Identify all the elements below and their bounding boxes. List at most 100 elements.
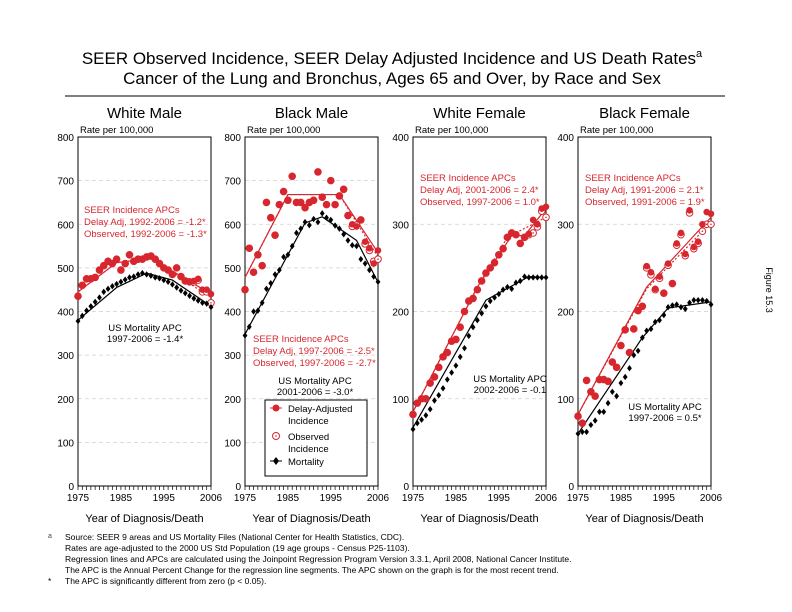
delay-adjusted-point bbox=[591, 392, 599, 400]
seer-apc-annotation: SEER Incidence APCs bbox=[585, 173, 681, 184]
delay-adjusted-point bbox=[263, 199, 270, 206]
delay-adjusted-point bbox=[413, 399, 421, 407]
mortality-point bbox=[204, 300, 210, 307]
y-tick-label: 0 bbox=[235, 482, 241, 493]
delay-adjusted-point bbox=[357, 216, 365, 224]
mortality-point bbox=[530, 274, 536, 281]
mortality-point bbox=[597, 408, 602, 416]
delay-adjusted-point bbox=[461, 308, 468, 315]
delay-adjusted-point bbox=[604, 378, 612, 385]
delay-adjusted-point bbox=[583, 377, 590, 384]
mortality-point bbox=[661, 311, 667, 319]
delay-adjusted-point bbox=[587, 388, 595, 396]
x-tick-label: 2006 bbox=[200, 493, 223, 504]
delay-adjusted-point bbox=[314, 168, 322, 176]
mortality-apc-annotation: US Mortality APC bbox=[108, 323, 182, 334]
mortality-point bbox=[639, 334, 645, 341]
delay-adjusted-point bbox=[340, 186, 347, 193]
mortality-point bbox=[169, 281, 175, 288]
mortality-point bbox=[144, 271, 150, 278]
mortality-point bbox=[414, 419, 420, 427]
mortality-point bbox=[509, 285, 515, 293]
delay-adjusted-point bbox=[491, 259, 498, 266]
delay-adjusted-point bbox=[254, 251, 262, 259]
mortality-point bbox=[474, 317, 480, 324]
x-axis-label: Year of Diagnosis/Death bbox=[420, 513, 538, 525]
mortality-point bbox=[367, 266, 372, 274]
delay-adjusted-point bbox=[621, 326, 629, 334]
delay-adjusted-point bbox=[318, 193, 326, 201]
legend-mortality-marker bbox=[273, 457, 279, 465]
mortality-point bbox=[691, 296, 697, 304]
x-tick-label: 1995 bbox=[488, 493, 511, 504]
delay-adjusted-point bbox=[677, 229, 685, 237]
seer-apc-annotation: Delay Adj, 1991-2006 = 2.1* bbox=[585, 185, 704, 196]
plot-frame bbox=[77, 136, 212, 487]
y-tick-label: 200 bbox=[557, 308, 574, 319]
mortality-point bbox=[109, 282, 115, 290]
y-axis-label: Rate per 100,000 bbox=[80, 125, 153, 136]
mortality-point bbox=[165, 278, 171, 286]
mortality-point bbox=[700, 296, 705, 304]
panel-black-male: Black Male Rate per 100,000 Year of Diagno… bbox=[224, 105, 389, 525]
delay-adjusted-point bbox=[578, 419, 586, 427]
mortality-point bbox=[114, 280, 120, 288]
mortality-point bbox=[289, 242, 295, 250]
y-tick-label: 500 bbox=[224, 264, 241, 275]
delay-adjusted-point bbox=[164, 266, 172, 274]
delay-adjusted-point bbox=[486, 264, 494, 272]
mortality-point bbox=[264, 285, 269, 293]
x-tick-label: 1995 bbox=[653, 493, 676, 504]
mortality-point bbox=[345, 237, 351, 244]
panel-white-female: White Female Rate per 100,000 Year of Diag… bbox=[392, 105, 557, 525]
delay-adjusted-point bbox=[469, 295, 477, 302]
mortality-point bbox=[242, 332, 248, 339]
x-tick-label: 1975 bbox=[67, 493, 90, 504]
mortality-point bbox=[592, 417, 598, 424]
mortality-point bbox=[315, 218, 321, 226]
delay-adjusted-point bbox=[439, 353, 447, 361]
x-tick-label: 1995 bbox=[320, 493, 343, 504]
mortality-point bbox=[255, 307, 261, 314]
mortality-point bbox=[328, 216, 334, 224]
delay-adjusted-point bbox=[284, 196, 292, 204]
y-tick-label: 300 bbox=[57, 351, 74, 362]
y-tick-label: 600 bbox=[224, 220, 241, 231]
legend-observed-label: Observed bbox=[288, 432, 329, 443]
mortality-point bbox=[285, 251, 291, 258]
mortality-point bbox=[504, 283, 510, 291]
x-tick-label: 1985 bbox=[610, 493, 633, 504]
delay-adjusted-point bbox=[173, 264, 180, 272]
mortality-point bbox=[513, 279, 519, 286]
mortality-point bbox=[496, 290, 502, 298]
delay-adjusted-point bbox=[100, 262, 108, 269]
mortality-point bbox=[349, 241, 355, 249]
delay-adjusted-point bbox=[499, 245, 507, 252]
x-axis-label: Year of Diagnosis/Death bbox=[252, 513, 370, 525]
mortality-point bbox=[419, 416, 424, 423]
mortality-point bbox=[294, 229, 299, 237]
mortality-point bbox=[306, 221, 312, 229]
mortality-point bbox=[695, 296, 701, 304]
mortality-point bbox=[354, 242, 359, 250]
mortality-point bbox=[648, 325, 654, 333]
delay-adjusted-point bbox=[651, 285, 659, 293]
observed-point-center bbox=[545, 216, 547, 219]
delay-adjusted-point bbox=[435, 364, 443, 371]
mortality-point bbox=[665, 303, 671, 311]
delay-adjusted-point bbox=[126, 251, 133, 259]
footnote-line: Rates are age-adjusted to the 2000 US St… bbox=[65, 543, 410, 553]
mortality-point bbox=[122, 276, 128, 283]
legend-box bbox=[264, 399, 368, 477]
y-tick-label: 100 bbox=[224, 438, 241, 449]
delay-adjusted-point bbox=[456, 323, 464, 331]
mortality-point bbox=[635, 347, 641, 354]
footnote-line: The APC is the Annual Percent Change for… bbox=[65, 565, 559, 575]
y-tick-label: 800 bbox=[224, 133, 241, 144]
delay-adjusted-point bbox=[194, 275, 202, 283]
observed-point-center bbox=[532, 232, 534, 234]
mortality-point bbox=[674, 301, 680, 308]
mortality-point bbox=[341, 231, 347, 238]
mortality-point bbox=[148, 272, 154, 279]
mortality-point bbox=[131, 273, 137, 280]
